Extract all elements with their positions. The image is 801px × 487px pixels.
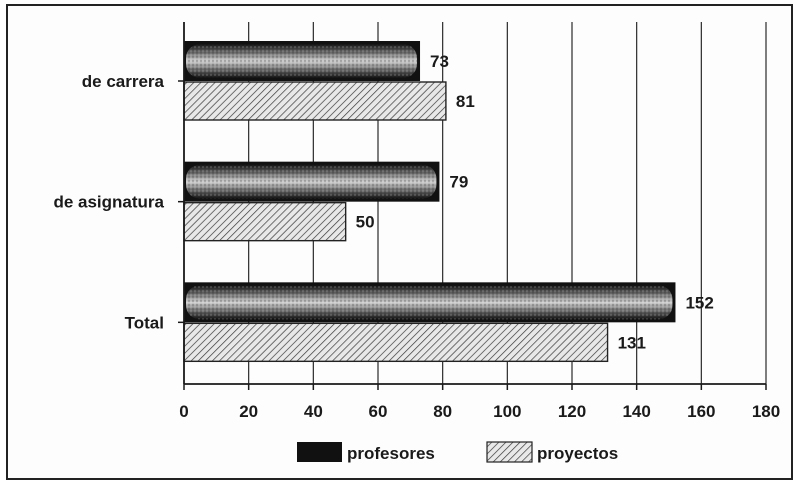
bar-profesores-dots [186,285,673,320]
x-tick-label: 80 [433,402,452,421]
x-tick-label: 60 [369,402,388,421]
x-tick-label: 100 [493,402,521,421]
legend: profesores proyectos [297,441,618,463]
x-tick-label: 20 [239,402,258,421]
bar-proyectos [183,322,609,363]
x-tick-label: 180 [752,402,780,421]
bars [183,41,676,363]
legend-label: profesores [347,444,435,463]
legend-swatch [486,441,533,463]
x-tick-label: 120 [558,402,586,421]
axes: 0 20 40 60 80 100 120 140 160 180 [178,22,780,421]
labels: de carrera 73 81 de asignatura 79 50 Total 152 1… [53,52,713,352]
bar-proyectos [183,81,447,121]
data-label: 50 [356,213,375,232]
x-tick-label: 140 [622,402,650,421]
legend-item-proyectos: proyectos [486,441,618,463]
x-tick-label: 40 [304,402,323,421]
bar-proyectos [183,201,347,242]
category-label: de carrera [82,72,165,91]
legend-swatch [297,442,342,462]
data-label: 81 [456,92,475,111]
data-label: 73 [430,52,449,71]
data-label: 79 [449,173,468,192]
x-tick-label: 0 [179,402,188,421]
category-label: Total [125,313,164,332]
x-tick-label: 160 [687,402,715,421]
bar-profesores-dots [186,164,437,199]
legend-item-profesores: profesores [297,442,435,463]
bar-profesores-dots [186,44,418,78]
category-label: de asignatura [53,193,164,212]
legend-label: proyectos [537,444,618,463]
data-label: 152 [685,293,713,312]
data-label: 131 [618,333,646,352]
